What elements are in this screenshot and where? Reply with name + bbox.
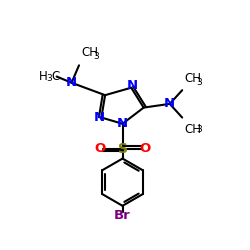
Text: CH: CH bbox=[185, 72, 202, 85]
Text: O: O bbox=[94, 142, 105, 155]
Text: N: N bbox=[93, 111, 104, 124]
Text: 3: 3 bbox=[93, 52, 99, 61]
Text: N: N bbox=[66, 76, 77, 89]
Text: N: N bbox=[117, 117, 128, 130]
Text: 3: 3 bbox=[196, 78, 202, 87]
Text: 3: 3 bbox=[196, 124, 202, 134]
Text: N: N bbox=[127, 79, 138, 92]
Text: Br: Br bbox=[114, 209, 131, 222]
Text: CH: CH bbox=[185, 123, 202, 136]
Text: N: N bbox=[164, 97, 175, 110]
Text: O: O bbox=[140, 142, 151, 155]
Text: C: C bbox=[51, 70, 60, 83]
Text: S: S bbox=[118, 142, 128, 156]
Text: H: H bbox=[39, 70, 48, 83]
Text: 3: 3 bbox=[46, 74, 52, 82]
Text: CH: CH bbox=[82, 46, 98, 59]
